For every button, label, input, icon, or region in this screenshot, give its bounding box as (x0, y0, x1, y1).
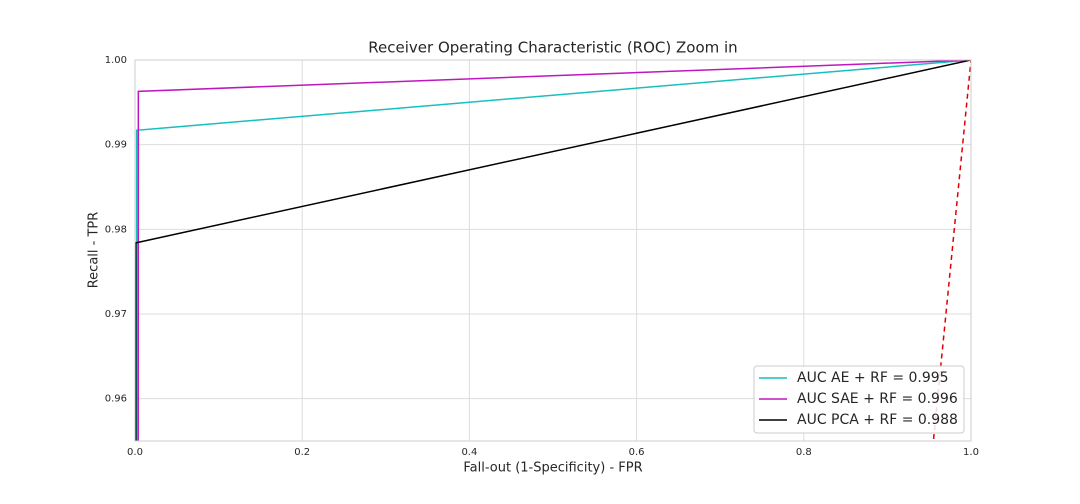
legend-label: AUC SAE + RF = 0.996 (797, 391, 958, 407)
x-tick-label: 0.4 (461, 447, 477, 458)
x-tick-label: 0.6 (629, 447, 645, 458)
x-tick-label: 0.2 (294, 447, 310, 458)
x-tick-label: 0.0 (127, 447, 143, 458)
y-tick-label: 0.99 (105, 140, 127, 151)
plot-frame (134, 59, 972, 442)
x-axis-label: Fall-out (1-Specificity) - FPR (463, 461, 642, 476)
chart-title: Receiver Operating Characteristic (ROC) … (368, 39, 737, 57)
x-tick-label: 0.8 (796, 447, 812, 458)
roc-line (135, 60, 971, 441)
y-tick-label: 1.00 (105, 55, 127, 66)
y-tick-label: 0.97 (105, 309, 127, 320)
roc-line (137, 60, 971, 441)
x-tick-label: 1.0 (963, 447, 979, 458)
legend-box (753, 365, 965, 434)
legend-label: AUC AE + RF = 0.995 (797, 370, 949, 386)
y-tick-label: 0.98 (105, 224, 127, 235)
y-axis-label: Recall - TPR (87, 212, 102, 289)
roc-line (135, 60, 971, 441)
legend-label: AUC PCA + RF = 0.988 (797, 412, 958, 428)
y-tick-label: 0.96 (105, 394, 127, 405)
